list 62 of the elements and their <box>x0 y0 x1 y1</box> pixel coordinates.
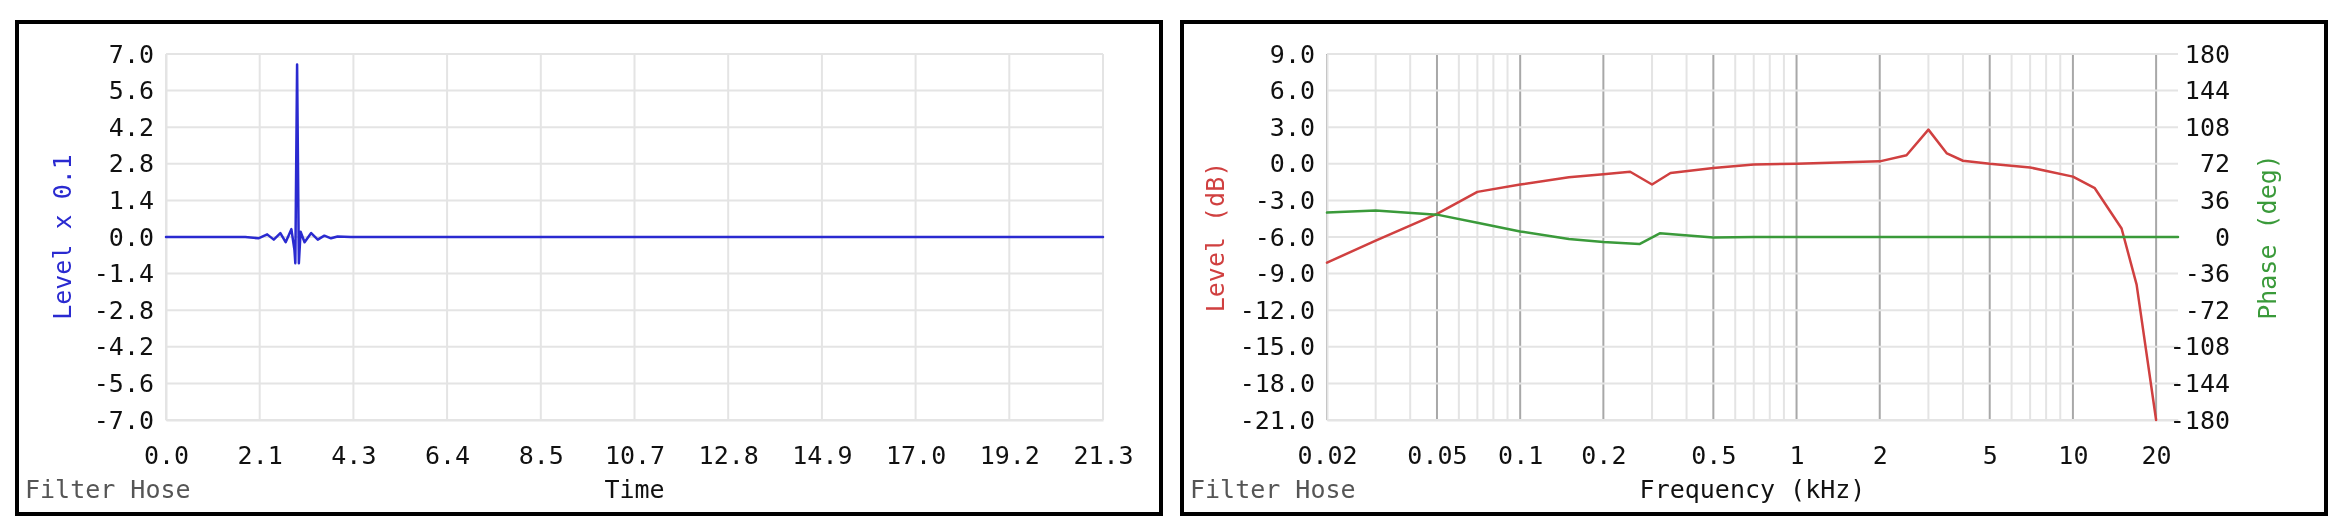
y-tick-label: 2.8 <box>108 149 154 179</box>
x-tick-label: 0.05 <box>1407 440 1468 470</box>
y2-tick-label: 144 <box>2184 76 2230 106</box>
x-tick-label: 2.1 <box>237 440 283 470</box>
y-tick-label: 5.6 <box>108 76 154 106</box>
x-tick-label: 19.2 <box>979 440 1040 470</box>
y-axis-title: Level x 0.1 <box>48 154 77 320</box>
y-tick-label: -2.8 <box>93 295 154 325</box>
x-tick-label: 12.8 <box>698 440 759 470</box>
y-tick-label: -7.0 <box>93 405 154 435</box>
y-tick-label: 0.0 <box>1269 149 1315 179</box>
x-tick-label: 8.5 <box>518 440 564 470</box>
y2-tick-label: -180 <box>2169 405 2230 435</box>
y2-tick-label: 108 <box>2184 112 2230 142</box>
line-series <box>164 63 1105 265</box>
y-tick-label: -15.0 <box>1239 332 1315 362</box>
x-tick-label: 17.0 <box>885 440 947 470</box>
x-tick-label: 4.3 <box>331 440 377 470</box>
y2-tick-label: 180 <box>2184 39 2230 69</box>
y-tick-label: 0.0 <box>108 222 154 252</box>
y-axis-title: Level (dB) <box>1201 161 1230 313</box>
y-tick-label: -9.0 <box>1254 259 1315 289</box>
y2-tick-label: 72 <box>2199 149 2230 179</box>
x-tick-label: 5 <box>1982 440 1998 470</box>
y2-tick-label: -72 <box>2184 295 2230 325</box>
y-tick-label: -5.6 <box>93 368 154 398</box>
text: Filter Hose <box>1190 475 1356 504</box>
x-tick-label: 0.02 <box>1297 440 1358 470</box>
y2-axis-title: Phase (deg) <box>2253 154 2282 320</box>
x-tick-label: 0.1 <box>1498 440 1544 470</box>
y-tick-label: -12.0 <box>1239 295 1315 325</box>
y-tick-label: -18.0 <box>1239 368 1315 398</box>
y-tick-label: 6.0 <box>1269 76 1315 106</box>
y-tick-label: -4.2 <box>93 332 154 362</box>
x-tick-label: 0.5 <box>1691 440 1737 470</box>
y2-tick-label: -36 <box>2184 259 2230 289</box>
y-tick-label: 3.0 <box>1269 112 1315 142</box>
y-tick-label: -6.0 <box>1254 222 1315 252</box>
y-tick-label: -21.0 <box>1239 405 1315 435</box>
y-tick-label: -3.0 <box>1254 185 1315 215</box>
y-tick-label: -1.4 <box>93 259 154 289</box>
x-tick-label: 20 <box>2141 440 2172 470</box>
y-tick-label: 1.4 <box>108 185 154 215</box>
y-tick-label: 7.0 <box>108 39 154 69</box>
x-tick-label: 0.0 <box>143 440 190 470</box>
y2-tick-label: 36 <box>2199 185 2230 215</box>
y2-tick-label: -108 <box>2169 332 2230 362</box>
text: Filter Hose <box>25 475 191 504</box>
x-axis-title: Time <box>604 475 665 504</box>
y2-tick-label: 0 <box>2214 222 2230 252</box>
x-axis-title: Frequency (kHz) <box>1639 475 1866 504</box>
x-tick-label: 21.3 <box>1073 440 1134 470</box>
x-tick-label: 10.7 <box>604 440 666 470</box>
y-tick-label: 9.0 <box>1269 39 1315 69</box>
x-tick-label: 10 <box>2058 440 2089 470</box>
x-tick-label: 6.4 <box>425 440 471 470</box>
y2-tick-label: -144 <box>2169 368 2230 398</box>
x-tick-label: 1 <box>1789 440 1805 470</box>
x-tick-label: 2 <box>1872 440 1888 470</box>
y-tick-label: 4.2 <box>108 112 154 142</box>
x-tick-label: 14.9 <box>792 440 853 470</box>
x-tick-label: 0.2 <box>1581 440 1627 470</box>
